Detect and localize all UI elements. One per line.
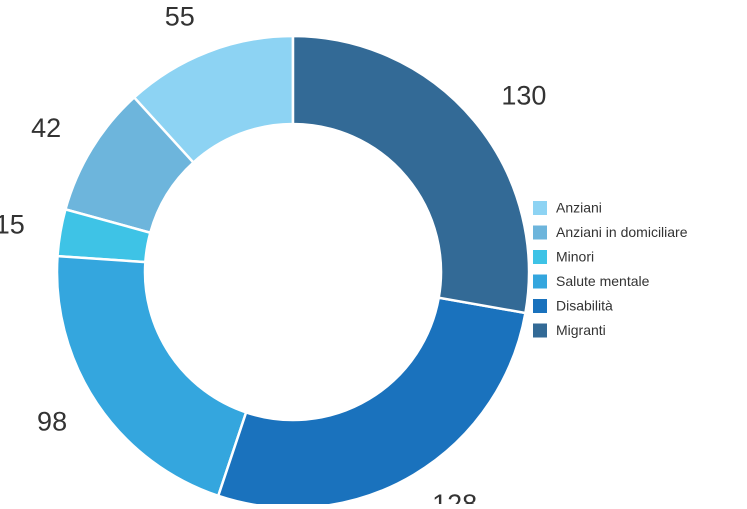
legend-label: Anziani in domiciliare xyxy=(556,224,688,240)
legend-label: Salute mentale xyxy=(556,273,650,289)
legend-label: Disabilità xyxy=(556,298,613,314)
value-label: 128 xyxy=(432,489,477,504)
value-label: 42 xyxy=(31,113,61,143)
value-label: 15 xyxy=(0,210,25,240)
donut-slice xyxy=(55,254,248,498)
legend-swatch xyxy=(533,201,547,215)
legend-label: Anziani xyxy=(556,200,602,216)
donut-slice xyxy=(216,296,527,509)
legend-swatch xyxy=(533,274,547,289)
legend-swatch xyxy=(533,323,547,338)
legend-swatch xyxy=(533,225,547,240)
value-label: 55 xyxy=(165,1,195,31)
legend-swatch xyxy=(533,250,547,264)
legend-swatch xyxy=(533,299,547,313)
value-label: 98 xyxy=(37,407,67,437)
legend-label: Minori xyxy=(556,249,594,265)
donut-slice xyxy=(291,34,531,315)
value-label: 130 xyxy=(501,80,546,110)
legend-label: Migranti xyxy=(556,322,606,338)
